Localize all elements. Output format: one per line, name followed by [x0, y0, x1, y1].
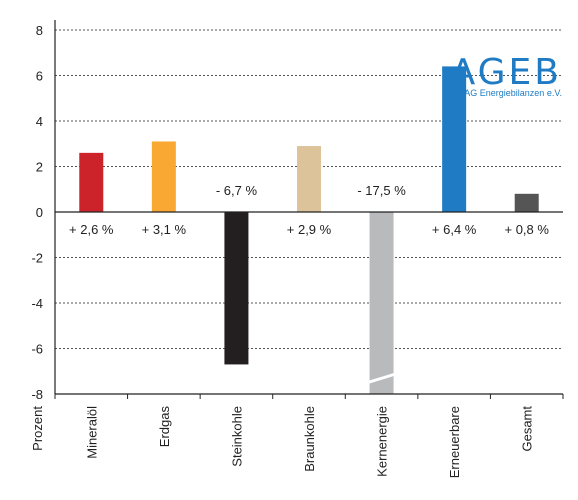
logo-main-text: AGEB: [451, 52, 562, 93]
data-label: + 6,4 %: [432, 222, 477, 237]
category-label: Braunkohle: [302, 406, 317, 472]
y-tick-labels: 8 6 4 2 0 -2 -4 -6 -8: [31, 23, 43, 402]
y-tick-label: 0: [36, 205, 43, 220]
y-tick-label: -6: [31, 342, 43, 357]
y-axis-label: Prozent: [30, 406, 45, 451]
category-label: Erneuerbare: [447, 406, 462, 478]
bar-gesamt: [514, 193, 539, 212]
data-labels: + 2,6 % + 3,1 % - 6,7 % + 2,9 % - 17,5 % + 6,…: [69, 183, 549, 237]
bar-erdgas: [151, 141, 176, 212]
data-label: + 0,8 %: [504, 222, 549, 237]
bar-steinkohle: [224, 212, 249, 365]
bar-mineralöl: [79, 152, 104, 212]
bars: [79, 66, 539, 394]
data-label: + 2,6 %: [69, 222, 114, 237]
ageb-logo: AGEB AG Energiebilanzen e.V.: [451, 52, 562, 98]
y-tick-label: 4: [36, 114, 43, 129]
category-label: Erdgas: [157, 406, 172, 448]
bar-erneuerbare: [442, 66, 467, 213]
y-tick-label: 8: [36, 23, 43, 38]
category-label: Gesamt: [520, 406, 535, 452]
category-label: Kernenergie: [375, 406, 390, 477]
bar-kernenergie: [369, 212, 394, 394]
y-tick-label: -8: [31, 387, 43, 402]
logo-subtitle: AG Energiebilanzen e.V.: [464, 88, 562, 98]
data-label: - 6,7 %: [216, 183, 258, 198]
bar-braunkohle: [297, 146, 321, 212]
data-label: - 17,5 %: [357, 183, 406, 198]
y-tick-label: 2: [36, 160, 43, 175]
category-label: Steinkohle: [229, 406, 244, 467]
axes: [54, 20, 564, 399]
y-tick-label: -4: [31, 296, 43, 311]
data-label: + 2,9 %: [287, 222, 332, 237]
category-label: Mineralöl: [84, 406, 99, 459]
y-tick-label: -2: [31, 251, 43, 266]
data-label: + 3,1 %: [142, 222, 187, 237]
category-labels: Mineralöl Erdgas Steinkohle Braunkohle Kerne…: [84, 406, 534, 479]
axis-break-mark: [368, 372, 395, 384]
y-tick-label: 6: [36, 69, 43, 84]
